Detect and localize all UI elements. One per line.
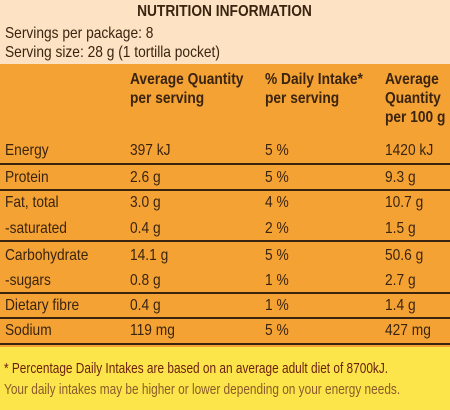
column-header: Average Quantity per serving [130,71,244,107]
row-divider [0,317,450,319]
cell: 50.6 g [385,247,424,264]
serving-size: Serving size: 28 g (1 tortilla pocket) [5,44,220,61]
cell: 397 kJ [130,142,171,159]
cell: 5 % [265,142,289,159]
row-label: Dietary fibre [5,297,80,314]
header-box [0,0,450,64]
cell: 2.6 g [130,169,161,186]
row-label: Energy [5,142,49,159]
column-header: Average Quantity per 100 g [385,71,446,126]
cell: 5 % [265,247,289,264]
row-label: Protein [5,169,49,186]
cell: 427 mg [385,322,431,339]
row-label: Carbohydrate [5,247,89,264]
cell: 0.4 g [130,220,161,237]
cell: 3.0 g [130,194,161,211]
footnote: * Percentage Daily Intakes are based on … [4,360,389,377]
column-header: % Daily Intake* per serving [265,71,363,107]
cell: 0.4 g [130,297,161,314]
footnote: Your daily intakes may be higher or lowe… [4,381,401,398]
row-divider [0,292,450,294]
cell: 119 mg [130,322,175,339]
row-divider [0,189,450,191]
cell: 10.7 g [385,194,424,211]
cell: 1420 kJ [385,142,434,159]
row-label: Sodium [5,322,52,339]
cell: 1 % [265,297,289,314]
cell: 4 % [265,194,289,211]
cell: 5 % [265,169,289,186]
cell: 2.7 g [385,272,416,289]
row-label: -sugars [5,272,51,289]
cell: 0.8 g [130,272,161,289]
servings: Servings per package: 8 [5,25,154,42]
cell: 1 % [265,272,289,289]
row-label: -saturated [5,220,67,237]
row-divider [0,240,450,242]
cell: 5 % [265,322,289,339]
title: NUTRITION INFORMATION [137,3,312,20]
row-divider [0,343,450,345]
row-divider [0,163,450,165]
cell: 2 % [265,220,289,237]
cell: 1.5 g [385,220,416,237]
cell: 14.1 g [130,247,169,264]
row-label: Fat, total [5,194,59,211]
cell: 1.4 g [385,297,416,314]
cell: 9.3 g [385,169,416,186]
footer-box [0,347,450,410]
